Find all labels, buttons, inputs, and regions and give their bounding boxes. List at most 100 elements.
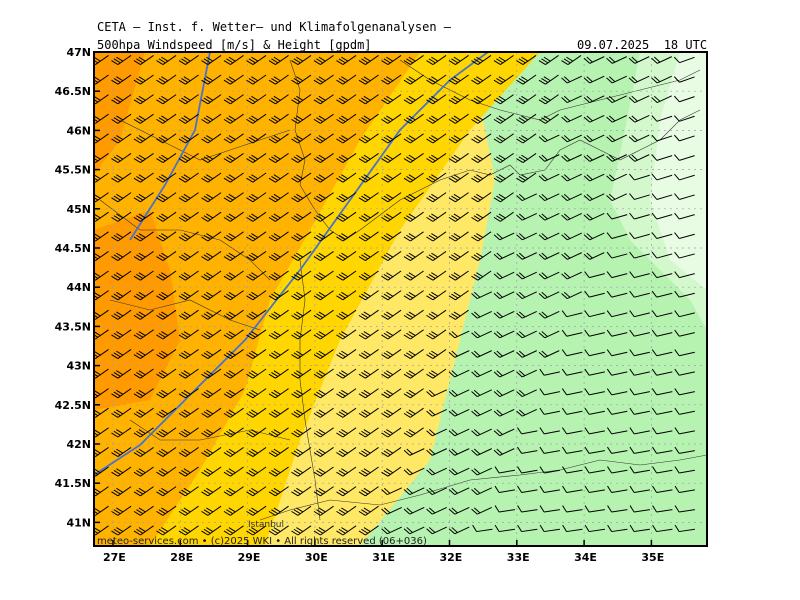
wind-barb xyxy=(291,270,312,281)
barb-feather xyxy=(206,468,214,474)
barb-feather xyxy=(181,195,189,201)
barb-feather xyxy=(493,371,501,378)
wind-barb xyxy=(111,407,132,418)
barb-feather xyxy=(358,354,366,360)
barb-feather xyxy=(538,99,546,105)
wind-barb xyxy=(268,192,289,203)
barb-feather xyxy=(563,174,571,181)
barb-feather xyxy=(428,448,436,455)
barb-feather xyxy=(431,115,439,121)
barb-feather xyxy=(361,176,369,181)
wind-barb xyxy=(426,231,447,242)
barb-feather xyxy=(178,216,186,222)
barb-feather xyxy=(136,489,144,495)
wind-barb xyxy=(561,388,583,396)
wind-barb xyxy=(133,368,154,379)
barb-feather xyxy=(271,78,279,83)
wind-barb xyxy=(291,368,312,379)
barb-feather xyxy=(138,272,146,278)
wind-barb xyxy=(156,172,177,183)
wind-barb xyxy=(358,94,379,105)
barb-feather xyxy=(336,530,344,536)
barb-feather xyxy=(338,156,346,162)
wind-barb xyxy=(156,525,177,536)
barb-feather xyxy=(408,272,416,278)
wind-barb xyxy=(517,466,538,474)
wind-barb xyxy=(403,427,424,438)
barb-feather xyxy=(538,234,546,241)
barb-feather xyxy=(516,427,523,435)
barb-feather xyxy=(316,332,324,338)
barb-feather xyxy=(471,410,478,417)
barb-feather xyxy=(111,79,119,85)
barb-feather xyxy=(291,256,299,262)
barb-feather xyxy=(201,99,209,105)
wind-barb xyxy=(268,211,289,222)
barb-feather xyxy=(516,177,524,183)
barb-shaft xyxy=(611,253,628,259)
wind-barb xyxy=(426,74,447,85)
barb-feather xyxy=(561,136,568,143)
barb-feather xyxy=(136,136,144,142)
barb-feather xyxy=(363,95,371,101)
barb-feather xyxy=(203,411,211,417)
barb-feather xyxy=(136,195,144,201)
wind-barb xyxy=(381,349,402,360)
barb-feather xyxy=(161,193,169,199)
barb-feather xyxy=(426,216,434,222)
wind-barb xyxy=(223,192,244,203)
longitude-label: 29E xyxy=(238,551,261,564)
barb-feather xyxy=(336,471,344,477)
barb-feather xyxy=(403,508,411,515)
barb-feather xyxy=(674,485,680,493)
barb-feather xyxy=(583,234,591,241)
barb-feather xyxy=(448,430,456,437)
barb-feather xyxy=(111,471,119,477)
barb-feather xyxy=(293,411,301,417)
barb-feather xyxy=(453,213,461,219)
barb-feather xyxy=(606,349,613,357)
wind-barb xyxy=(471,113,492,124)
barb-feather xyxy=(138,487,146,493)
wind-barb xyxy=(291,427,312,438)
barb-feather xyxy=(631,56,638,63)
longitude-label: 27E xyxy=(103,551,126,564)
barb-feather xyxy=(226,117,234,123)
barb-feather xyxy=(296,272,304,278)
barb-feather xyxy=(178,334,186,340)
barb-feather xyxy=(133,138,141,144)
wind-barb xyxy=(606,271,628,279)
wind-barb xyxy=(628,95,650,104)
wind-barb xyxy=(291,329,312,340)
wind-barb xyxy=(674,505,695,513)
wind-barb xyxy=(313,172,334,183)
latitude-label: 47N xyxy=(66,46,91,59)
barb-feather xyxy=(674,407,680,415)
barb-feather xyxy=(271,176,279,181)
barb-feather xyxy=(673,76,680,83)
barb-feather xyxy=(628,136,636,143)
barb-feather xyxy=(539,368,545,376)
barb-feather xyxy=(406,156,414,162)
barb-feather xyxy=(136,117,144,123)
barb-feather xyxy=(674,310,680,317)
barb-feather xyxy=(248,274,256,279)
barb-shaft xyxy=(679,371,695,376)
wind-barb xyxy=(291,94,312,105)
barb-feather xyxy=(113,313,121,319)
wind-barb xyxy=(313,231,334,242)
barb-shaft xyxy=(679,469,695,474)
wind-barb xyxy=(156,251,177,262)
barb-feather xyxy=(358,216,366,222)
wind-barb xyxy=(583,134,605,143)
wind-barb xyxy=(426,211,447,222)
barb-feather xyxy=(206,233,214,238)
barb-feather xyxy=(381,432,389,438)
wind-barb xyxy=(516,212,537,221)
barb-feather xyxy=(361,372,369,377)
barb-feather xyxy=(116,468,124,474)
wind-barb xyxy=(674,212,695,220)
barb-feather xyxy=(584,271,590,278)
wind-barb xyxy=(156,113,177,124)
barb-shaft xyxy=(679,332,695,337)
